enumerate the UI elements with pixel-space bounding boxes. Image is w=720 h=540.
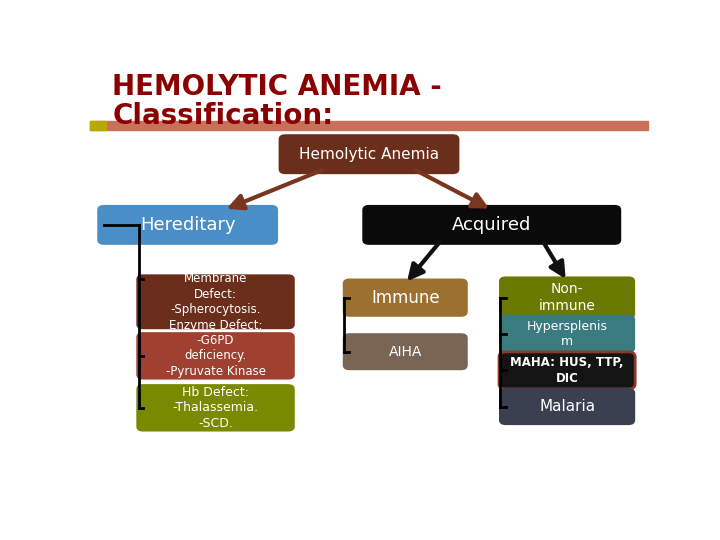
Text: Classification:: Classification: xyxy=(112,102,333,130)
Text: Membrane
Defect:
-Spherocytosis.
Enzyme Defect:: Membrane Defect: -Spherocytosis. Enzyme … xyxy=(168,272,262,332)
Text: -G6PD
deficiency.
-Pyruvate Kinase: -G6PD deficiency. -Pyruvate Kinase xyxy=(166,334,266,378)
Bar xyxy=(90,121,648,130)
FancyBboxPatch shape xyxy=(343,333,468,370)
FancyBboxPatch shape xyxy=(279,134,459,174)
FancyBboxPatch shape xyxy=(499,352,635,389)
FancyBboxPatch shape xyxy=(136,384,294,431)
Text: Immune: Immune xyxy=(371,289,440,307)
Text: Malaria: Malaria xyxy=(539,399,595,414)
FancyBboxPatch shape xyxy=(136,332,294,380)
FancyBboxPatch shape xyxy=(362,205,621,245)
Text: AIHA: AIHA xyxy=(389,345,422,359)
Bar xyxy=(90,121,106,130)
Text: Hereditary: Hereditary xyxy=(140,216,235,234)
Text: Hemolytic Anemia: Hemolytic Anemia xyxy=(299,147,439,161)
FancyBboxPatch shape xyxy=(97,205,278,245)
Text: Acquired: Acquired xyxy=(452,216,531,234)
FancyBboxPatch shape xyxy=(343,279,468,317)
FancyBboxPatch shape xyxy=(499,315,635,353)
Text: Hypersplenis
m: Hypersplenis m xyxy=(526,320,608,348)
FancyBboxPatch shape xyxy=(499,388,635,425)
FancyBboxPatch shape xyxy=(136,274,294,329)
Text: HEMOLYTIC ANEMIA -: HEMOLYTIC ANEMIA - xyxy=(112,73,442,101)
Text: MAHA: HUS, TTP,
DIC: MAHA: HUS, TTP, DIC xyxy=(510,356,624,384)
Text: Non-
immune: Non- immune xyxy=(539,282,595,313)
FancyBboxPatch shape xyxy=(499,276,635,319)
Text: Hb Defect:
-Thalassemia.
-SCD.: Hb Defect: -Thalassemia. -SCD. xyxy=(173,386,258,430)
